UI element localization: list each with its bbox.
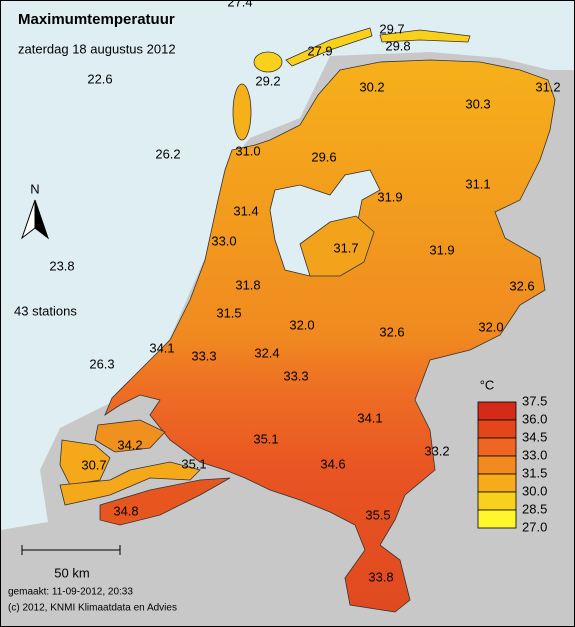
station-value: 27.4 [227,0,252,9]
legend-label: 31.5 [522,465,547,480]
island [232,83,252,141]
north-arrow [20,199,50,240]
station-value: 31.9 [377,189,402,204]
station-value: 35.1 [181,456,206,471]
netherlands [104,59,556,613]
station-value: 34.1 [149,340,174,355]
island [285,27,373,67]
station-value: 32.0 [478,319,503,334]
legend-swatch [477,419,517,439]
station-value: 23.8 [49,258,74,273]
legend-swatch [477,491,517,511]
legend-label: 36.0 [522,411,547,426]
station-value: 31.7 [333,240,358,255]
north-label: N [30,181,39,196]
legend-swatch [477,473,517,493]
station-value: 34.2 [117,437,142,452]
scale-label: 50 km [54,565,89,580]
station-value: 26.3 [89,356,114,371]
station-value: 29.8 [385,38,410,53]
station-value: 35.5 [365,507,390,522]
sea [1,1,574,530]
station-value: 32.6 [379,324,404,339]
zeeland-island [94,419,166,453]
subtitle: zaterdag 18 augustus 2012 [18,41,176,56]
station-value: 30.3 [465,96,490,111]
station-value: 31.2 [535,79,560,94]
legend-label: 34.5 [522,429,547,444]
station-value: 26.2 [155,146,180,161]
zeeland-flanders [99,477,231,526]
legend-label: 30.0 [522,483,547,498]
footer-credit: (c) 2012, KNMI Klimaatdata en Advies [8,603,177,614]
station-value: 31.5 [216,305,241,320]
station-value: 31.1 [465,176,490,191]
legend-swatch [477,437,517,457]
station-value: 34.1 [357,410,382,425]
station-value: 31.0 [235,143,260,158]
station-value: 31.4 [233,203,258,218]
station-value: 32.6 [509,278,534,293]
legend-swatch [477,509,517,529]
legend-label: 27.0 [522,519,547,534]
station-value: 31.9 [429,242,454,257]
station-value: 33.3 [283,368,308,383]
station-value: 27.9 [307,43,332,58]
zeeland-island [59,461,201,506]
station-value: 33.8 [368,569,393,584]
station-value: 32.0 [289,317,314,332]
island [253,51,283,73]
station-value: 22.6 [87,71,112,86]
station-value: 31.8 [235,277,260,292]
station-value: 29.2 [255,73,280,88]
station-value: 29.6 [311,149,336,164]
station-value: 33.2 [424,443,449,458]
station-count: 43 stations [14,303,77,318]
island [379,29,471,43]
station-value: 35.1 [253,431,278,446]
station-value: 32.4 [254,345,279,360]
title: Maximumtemperatuur [18,11,175,28]
station-value: 30.2 [359,79,384,94]
legend-label: 37.5 [522,393,547,408]
zeeland-island [59,439,111,486]
station-value: 33.0 [211,233,236,248]
legend-swatch [477,455,517,475]
ijsselmeer [269,169,381,277]
flevoland [299,215,375,277]
station-value: 33.3 [191,348,216,363]
legend-swatch [477,401,517,421]
footer-made: gemaakt: 11-09-2012, 20:33 [8,587,133,598]
station-value: 34.6 [320,456,345,471]
station-value: 34.8 [113,503,138,518]
station-value: 30.7 [81,457,106,472]
legend-unit: °C [480,377,495,392]
legend-label: 28.5 [522,501,547,516]
station-value: 29.7 [379,21,404,36]
legend-label: 33.0 [522,447,547,462]
